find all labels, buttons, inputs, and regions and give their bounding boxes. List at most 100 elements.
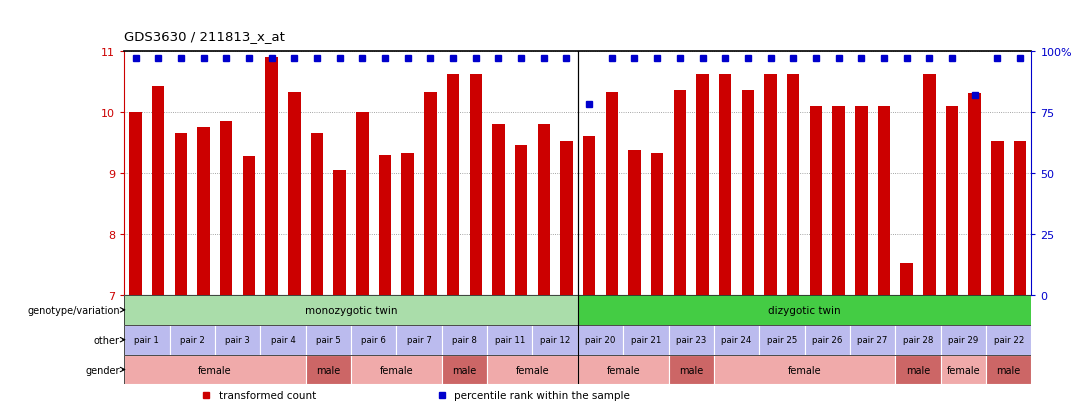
Bar <box>629 150 640 295</box>
Text: female: female <box>606 365 640 375</box>
Bar <box>765 75 777 295</box>
Text: male: male <box>316 365 340 375</box>
Bar <box>152 86 164 295</box>
Bar <box>578 295 1031 325</box>
Bar <box>306 325 351 355</box>
Bar <box>850 325 895 355</box>
Bar <box>220 122 232 295</box>
Bar <box>170 325 215 355</box>
Bar <box>515 146 527 295</box>
Bar <box>124 295 578 325</box>
Bar <box>561 142 572 295</box>
Text: pair 27: pair 27 <box>858 335 888 344</box>
Text: male: male <box>997 365 1021 375</box>
Bar <box>833 107 845 295</box>
Text: male: male <box>679 365 703 375</box>
Text: pair 21: pair 21 <box>631 335 661 344</box>
Bar <box>215 325 260 355</box>
Bar <box>941 355 986 385</box>
Text: pair 8: pair 8 <box>451 335 477 344</box>
Text: pair 5: pair 5 <box>315 335 341 344</box>
Bar <box>334 171 346 295</box>
Bar <box>855 107 867 295</box>
Text: female: female <box>515 365 550 375</box>
Bar <box>986 325 1031 355</box>
Bar <box>697 75 708 295</box>
Bar <box>759 325 805 355</box>
Bar <box>379 155 391 295</box>
Text: female: female <box>946 365 981 375</box>
Text: pair 11: pair 11 <box>495 335 525 344</box>
Text: dizygotic twin: dizygotic twin <box>768 305 841 315</box>
Text: monozygotic twin: monozygotic twin <box>305 305 397 315</box>
Bar <box>669 325 714 355</box>
Text: transformed count: transformed count <box>218 390 315 401</box>
Text: male: male <box>453 365 476 375</box>
Bar <box>532 325 578 355</box>
Bar <box>805 325 850 355</box>
Text: percentile rank within the sample: percentile rank within the sample <box>455 390 631 401</box>
Bar <box>941 325 986 355</box>
Text: gender: gender <box>85 365 120 375</box>
Bar <box>288 93 300 295</box>
Bar <box>714 325 759 355</box>
Bar <box>487 325 532 355</box>
Text: female: female <box>787 365 822 375</box>
Bar <box>396 325 442 355</box>
Text: pair 23: pair 23 <box>676 335 706 344</box>
Text: pair 12: pair 12 <box>540 335 570 344</box>
Bar <box>714 355 895 385</box>
Bar <box>669 355 714 385</box>
Bar <box>623 325 669 355</box>
Bar <box>674 91 686 295</box>
Bar <box>124 325 170 355</box>
Text: pair 20: pair 20 <box>585 335 616 344</box>
Bar <box>447 75 459 295</box>
Bar <box>442 355 487 385</box>
Bar <box>895 325 941 355</box>
Bar <box>311 134 323 295</box>
Bar <box>175 134 187 295</box>
Text: pair 3: pair 3 <box>225 335 251 344</box>
Bar <box>578 355 669 385</box>
Bar <box>124 355 306 385</box>
Bar <box>578 325 623 355</box>
Bar <box>742 91 754 295</box>
Bar <box>719 75 731 295</box>
Bar <box>266 58 278 295</box>
Text: pair 29: pair 29 <box>948 335 978 344</box>
Bar <box>991 142 1003 295</box>
Bar <box>1014 142 1026 295</box>
Bar <box>470 75 482 295</box>
Text: other: other <box>94 335 120 345</box>
Bar <box>923 75 935 295</box>
Bar <box>895 355 941 385</box>
Bar <box>810 107 822 295</box>
Bar <box>969 94 981 295</box>
Bar <box>492 125 504 295</box>
Bar <box>946 107 958 295</box>
Bar <box>487 355 578 385</box>
Bar <box>878 107 890 295</box>
Bar <box>402 153 414 295</box>
Bar <box>356 112 368 295</box>
Text: pair 2: pair 2 <box>179 335 205 344</box>
Text: male: male <box>906 365 930 375</box>
Bar <box>651 153 663 295</box>
Bar <box>424 93 436 295</box>
Text: pair 22: pair 22 <box>994 335 1024 344</box>
Text: pair 7: pair 7 <box>406 335 432 344</box>
Bar <box>130 112 141 295</box>
Text: genotype/variation: genotype/variation <box>27 305 120 315</box>
Text: pair 6: pair 6 <box>361 335 387 344</box>
Text: female: female <box>379 365 414 375</box>
Text: pair 28: pair 28 <box>903 335 933 344</box>
Bar <box>986 355 1031 385</box>
Text: pair 25: pair 25 <box>767 335 797 344</box>
Bar <box>306 355 351 385</box>
Bar <box>243 157 255 295</box>
Bar <box>787 75 799 295</box>
Bar <box>442 325 487 355</box>
Text: pair 26: pair 26 <box>812 335 842 344</box>
Bar <box>260 325 306 355</box>
